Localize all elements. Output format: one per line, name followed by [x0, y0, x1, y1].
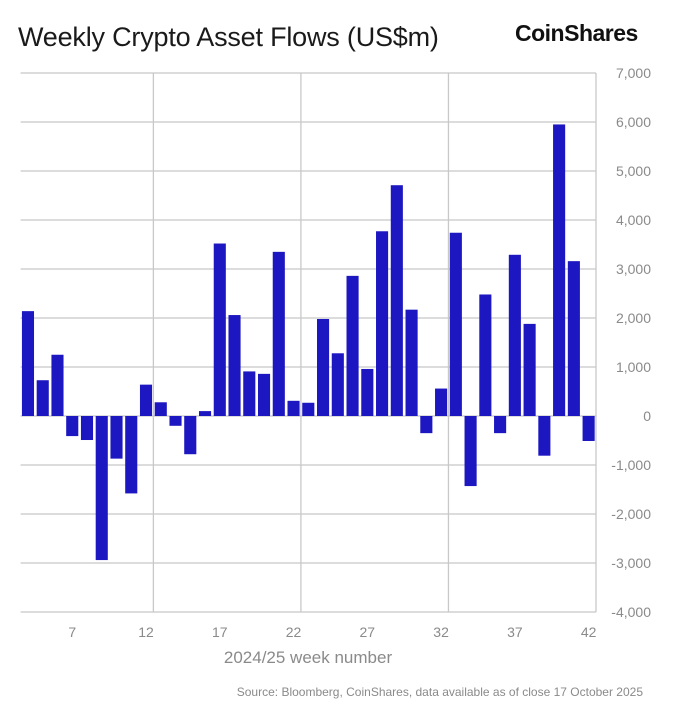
coinshares-logo: CoinShares	[515, 20, 638, 46]
bar-week-18	[228, 315, 241, 416]
source-note: Source: Bloomberg, CoinShares, data avai…	[236, 685, 643, 699]
x-tick-label: 12	[138, 624, 154, 640]
bar-week-13	[154, 402, 167, 416]
bar-week-23	[302, 402, 315, 416]
bar-week-42	[582, 416, 595, 441]
y-tick-label: 2,000	[616, 310, 651, 326]
bar-week-35	[479, 294, 492, 416]
bar-week-30	[405, 309, 418, 416]
bar-week-19	[243, 371, 256, 416]
y-tick-label: 7,000	[616, 65, 651, 81]
y-tick-label: 4,000	[616, 212, 651, 228]
y-tick-label: 6,000	[616, 114, 651, 130]
bar-week-31	[420, 416, 433, 434]
y-tick-label: 3,000	[616, 261, 651, 277]
x-axis-label: 2024/25 week number	[223, 648, 393, 667]
bar-week-26	[346, 275, 359, 416]
bar-week-11	[125, 416, 138, 494]
bar-week-17	[213, 243, 226, 416]
y-tick-label: 5,000	[616, 163, 651, 179]
bar-week-21	[272, 251, 285, 416]
bar-week-34	[464, 416, 477, 487]
bar-week-10	[110, 416, 123, 459]
bar-week-22	[287, 400, 300, 416]
x-tick-label: 7	[68, 624, 76, 640]
bar-week-15	[184, 416, 197, 455]
bar-week-39	[538, 416, 551, 456]
y-tick-label: 0	[643, 408, 651, 424]
y-tick-label: -1,000	[611, 457, 651, 473]
y-tick-label: 1,000	[616, 359, 651, 375]
bar-week-40	[553, 124, 566, 416]
bar-week-41	[567, 261, 580, 416]
x-tick-label: 27	[360, 624, 376, 640]
x-axis: 7 12 17 22 27 32 37 42	[68, 624, 596, 640]
bar-week-14	[169, 416, 182, 426]
y-tick-label: -2,000	[611, 506, 651, 522]
y-tick-label: -4,000	[611, 604, 651, 620]
bars	[21, 124, 595, 561]
bar-week-8	[80, 416, 94, 441]
bar-week-12	[139, 384, 153, 416]
x-tick-label: 17	[212, 624, 228, 640]
bar-week-33	[449, 232, 462, 416]
bar-week-20	[257, 373, 271, 416]
bar-week-36	[494, 416, 507, 434]
x-tick-label: 32	[433, 624, 449, 640]
bar-week-27	[361, 368, 374, 416]
bar-week-6	[51, 354, 64, 416]
x-tick-label: 37	[507, 624, 523, 640]
bar-week-32	[435, 388, 448, 416]
bar-week-28	[376, 231, 389, 416]
bar-week-25	[331, 353, 344, 416]
x-tick-label: 22	[286, 624, 302, 640]
y-tick-label: -3,000	[611, 555, 651, 571]
bar-week-7	[66, 416, 79, 437]
bar-week-4	[21, 311, 35, 416]
bar-week-24	[317, 318, 330, 416]
y-axis: -4,000 -3,000 -2,000 -1,000 0 1,000 2,000 3,000…	[611, 65, 651, 620]
bar-week-5	[36, 380, 49, 416]
bar-week-16	[198, 411, 212, 416]
bar-week-37	[508, 254, 521, 416]
chart-title: Weekly Crypto Asset Flows (US$m)	[18, 22, 439, 52]
bar-week-9	[95, 416, 108, 561]
bar-week-38	[523, 323, 536, 416]
bar-week-29	[390, 185, 403, 416]
x-tick-label: 42	[581, 624, 597, 640]
